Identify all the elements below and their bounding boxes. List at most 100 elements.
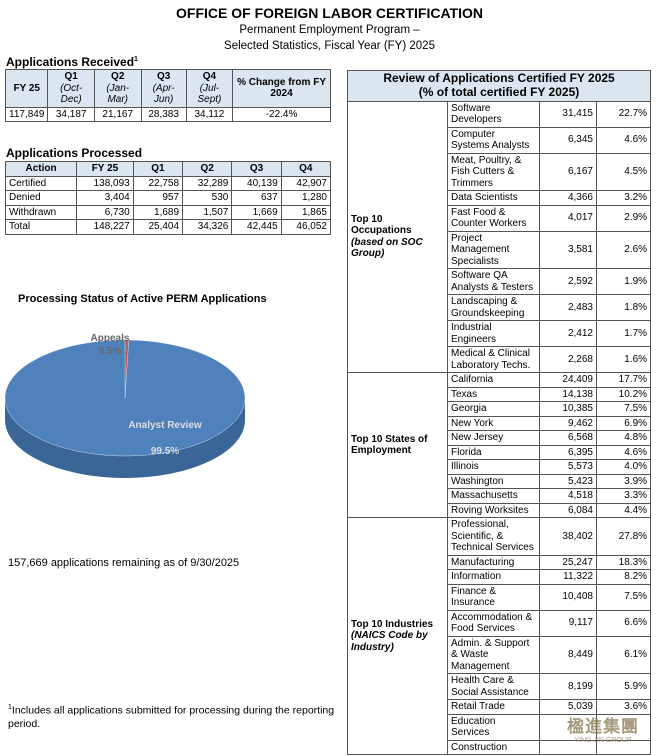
header-row: FY 25 Q1 (Oct-Dec) Q2 (Jan-Mar) Q3 (Apr-Jun) Q4… [4,69,331,108]
header-sub: (Apr-Jun) [152,82,175,106]
heading-text: Applications Received [6,55,135,69]
cell: Texas [447,386,540,403]
cell: 148,227 [76,219,134,235]
cell: 4.4% [595,502,652,519]
cell: Data Scientists [447,190,540,206]
data-row: Withdrawn 6,730 1,689 1,507 1,669 1,865 [4,204,332,220]
cell: 6.9% [595,415,652,432]
empty-cell [595,713,652,741]
group-label: Top 10 States of Employment [347,372,448,519]
cell: 4.8% [595,430,652,446]
cell: 1,689 [132,204,184,220]
review-table: Review of Applications Certified FY 2025… [346,70,652,756]
group-sublabel: (NAICS Code by Industry) [351,630,428,653]
header-label: FY 25 [13,82,40,94]
data-row: Certified 138,093 22,758 32,289 40,139 42,907 [4,175,332,191]
group-label: Top 10 Industries (NAICS Code by Industry… [347,517,448,756]
cell: 957 [132,190,184,206]
data-row: Total 148,227 25,404 34,326 42,445 46,052 [4,219,332,235]
cell: 14,138 [539,386,597,403]
cell: Health Care & Social Assistance [447,673,540,701]
slice-label: 0.5% [99,346,122,357]
processed-table: Action FY 25 Q1 Q2 Q3 Q4 Certified 138,093 22,75… [4,161,332,235]
cell: Manufacturing [447,554,540,571]
data-row: Construction [348,739,652,756]
cell: 21,167 [93,106,142,122]
cell: 530 [182,190,233,206]
cell: New York [447,415,540,432]
cell: Accommodation & Food Services [447,609,540,637]
cell: 25,247 [539,554,597,571]
cell: 3.3% [595,488,652,504]
data-row: Top 10 Industries (NAICS Code by Industry… [347,517,652,756]
column-header: Q1 (Oct-Dec) [47,69,95,108]
subtitle: Permanent Employment Program – [239,24,420,36]
cell: 10,408 [539,583,597,611]
cell: 1.8% [595,294,652,322]
leader-line [124,340,129,355]
column-header: Q3 (Apr-Jun) [140,69,187,108]
cell: 2,268 [539,346,597,374]
cell: 8.2% [595,569,652,585]
cell: 40,139 [231,175,282,191]
data-row: Florida 6,395 4.6% [348,444,652,461]
cell: 138,093 [76,175,134,191]
cell: 637 [231,190,282,206]
data-row: 117,849 34,187 21,167 28,383 34,112 -22.4% [4,106,331,122]
cell: 6,568 [539,430,597,446]
title: OFFICE OF FOREIGN LABOR CERTIFICATION [176,5,483,21]
data-row: Illinois 5,573 4.0% [348,459,652,475]
cell: 17.7% [595,372,652,388]
cell: 6,167 [539,152,597,192]
cell: -22.4% [232,106,331,122]
data-row: Washington 5,423 3.9% [348,473,652,490]
cell: Project Management Specialists [447,230,540,270]
cell: 6.1% [595,635,652,675]
column-header: Q2 [182,161,233,177]
cell: Retail Trade [447,699,540,715]
data-row: Computer Systems Analysts 6,345 4.6% [348,126,652,154]
header-sub: (Oct-Dec) [60,82,83,106]
cell: 1.9% [595,268,652,296]
data-row: Fast Food & Counter Workers 4,017 2.9% [348,204,652,232]
cell: 38,402 [539,517,597,556]
cell: 9,462 [539,415,597,432]
empty-cell [595,739,652,756]
cell: 117,849 [4,106,49,122]
cell: New Jersey [447,430,540,446]
column-header: FY 25 [76,161,134,177]
column-header: Action [4,161,78,177]
column-header: Q2 (Jan-Mar) [93,69,142,108]
watermark-sub: YING JIN GROUP [574,737,632,744]
cell: Medical & Clinical Laboratory Techs. [447,346,540,374]
cell: 4,518 [539,488,597,504]
review-subtitle: (% of total certified FY 2025) [418,84,580,99]
column-header: % Change from FY 2024 [232,69,331,108]
cell: 46,052 [280,219,332,235]
cell: Education Services [447,713,540,741]
group-sublabel: (based on SOC Group) [351,236,423,260]
watermark-text: 楹進集團 [567,717,639,736]
header-sub: (Jul-Sept) [197,82,222,106]
cell: 42,907 [280,175,332,191]
cell: Professional, Scientific, & Technical Se… [447,517,540,556]
header-label: Q4 [202,71,217,82]
cell: 1,280 [280,190,332,206]
data-row: Software QA Analysts & Testers 2,592 1.9% [348,268,652,296]
cell: 2,412 [539,320,597,348]
cell: Computer Systems Analysts [447,126,540,154]
column-header: Q4 (Jul-Sept) [185,69,234,108]
data-row: Industrial Engineers 2,412 1.7% [348,320,652,348]
cell: 22,758 [132,175,184,191]
cell: 2,592 [539,268,597,296]
cell: 6,345 [539,126,597,154]
cell: 24,409 [539,372,597,388]
cell: 1,669 [231,204,282,220]
header-label: Q1 [64,71,78,82]
group-label: Top 10 Occupations (based on SOC Group) [347,100,448,374]
cell: 4.6% [595,444,652,461]
cell: 2.9% [595,204,652,232]
cell: 3,404 [76,190,134,206]
data-row: Roving Worksites 6,084 4.4% [348,502,652,519]
data-row: Georgia 10,385 7.5% [348,401,652,417]
